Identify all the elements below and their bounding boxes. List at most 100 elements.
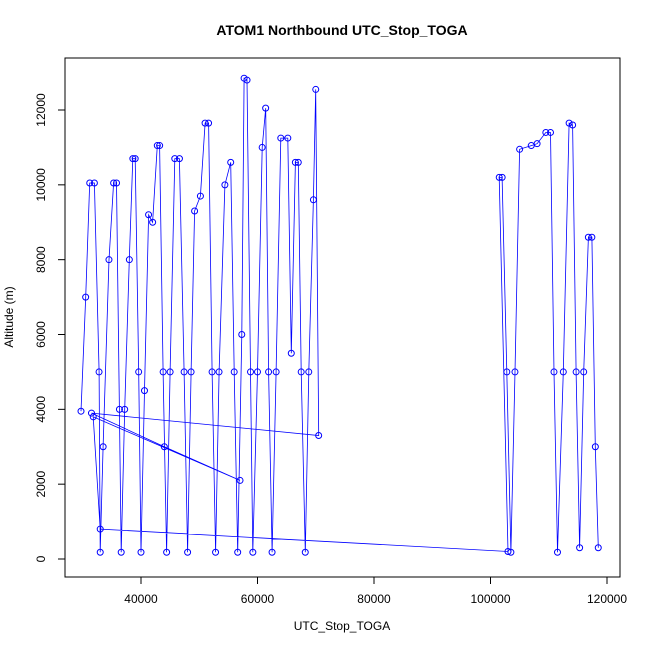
data-point <box>504 548 512 556</box>
data-point <box>191 207 199 215</box>
data-point <box>284 134 292 142</box>
data-point <box>196 192 204 200</box>
y-tick-label: 10000 <box>34 168 48 202</box>
data-point <box>511 368 519 376</box>
data-point <box>96 548 104 556</box>
y-tick-label: 0 <box>34 555 48 562</box>
data-point <box>503 368 511 376</box>
data-point <box>550 368 558 376</box>
data-point <box>559 368 567 376</box>
data-point <box>247 368 255 376</box>
data-point <box>187 368 195 376</box>
data-point <box>156 142 164 150</box>
data-point <box>287 349 295 357</box>
data-point <box>171 155 179 163</box>
x-tick-label: 80000 <box>357 592 391 606</box>
data-point <box>584 233 592 241</box>
data-point <box>594 544 602 552</box>
data-point <box>272 368 280 376</box>
data-point <box>516 145 524 153</box>
data-point <box>163 548 171 556</box>
x-tick-label: 40000 <box>124 592 158 606</box>
data-point <box>117 548 125 556</box>
y-axis-label: Altitude (m) <box>2 286 16 347</box>
data-point <box>77 407 85 415</box>
data-point <box>236 476 244 484</box>
data-point <box>542 128 550 136</box>
data-point <box>125 256 133 264</box>
x-tick-label: 120000 <box>587 592 627 606</box>
plot-frame <box>64 57 621 578</box>
data-point <box>309 196 317 204</box>
data-point <box>572 368 580 376</box>
data-point <box>215 368 223 376</box>
data-point <box>297 368 305 376</box>
data-point <box>99 443 107 451</box>
data-point <box>507 548 515 556</box>
x-tick-label: 100000 <box>470 592 510 606</box>
data-line <box>80 77 599 553</box>
data-point <box>149 218 157 226</box>
data-point <box>268 548 276 556</box>
data-point <box>184 548 192 556</box>
data-point <box>265 368 273 376</box>
data-point <box>315 432 323 440</box>
y-tick-label: 8000 <box>34 246 48 273</box>
data-point <box>153 142 161 150</box>
data-point <box>546 128 554 136</box>
data-point <box>201 119 209 127</box>
data-point <box>180 368 188 376</box>
data-point <box>205 119 213 127</box>
data-point <box>135 368 143 376</box>
data-point <box>253 368 261 376</box>
y-tick-label: 2000 <box>34 471 48 498</box>
x-tick-label: 60000 <box>241 592 275 606</box>
data-point <box>110 179 118 187</box>
y-tick-label: 12000 <box>34 93 48 127</box>
data-point <box>565 119 573 127</box>
data-point <box>262 104 270 112</box>
data-point <box>243 76 251 84</box>
data-point <box>249 548 257 556</box>
data-point <box>580 368 588 376</box>
data-point <box>145 211 153 219</box>
data-point <box>553 548 561 556</box>
data-point <box>227 158 235 166</box>
data-point <box>95 368 103 376</box>
data-point <box>591 443 599 451</box>
data-point <box>86 179 94 187</box>
data-point <box>159 368 167 376</box>
data-point <box>498 173 506 181</box>
data-point <box>113 179 121 187</box>
data-point <box>258 143 266 151</box>
data-point <box>90 179 98 187</box>
y-tick-label: 4000 <box>34 396 48 423</box>
data-point <box>208 368 216 376</box>
data-point <box>234 548 242 556</box>
data-point <box>294 158 302 166</box>
data-point <box>588 233 596 241</box>
data-point <box>221 181 229 189</box>
data-point <box>137 548 145 556</box>
data-point <box>495 173 503 181</box>
data-point <box>305 368 313 376</box>
data-point <box>115 405 123 413</box>
data-point <box>87 409 95 417</box>
data-point <box>533 140 541 148</box>
data-point <box>105 256 113 264</box>
data-point <box>160 443 168 451</box>
data-point <box>89 413 97 421</box>
x-axis-label: UTC_Stop_TOGA <box>294 619 390 633</box>
data-point <box>131 155 139 163</box>
data-point <box>291 158 299 166</box>
data-point <box>277 134 285 142</box>
data-point <box>569 121 577 129</box>
data-point <box>166 368 174 376</box>
data-point <box>121 405 129 413</box>
data-point <box>301 548 309 556</box>
data-point <box>129 155 137 163</box>
data-point <box>230 368 238 376</box>
data-point <box>140 387 148 395</box>
data-point <box>576 544 584 552</box>
